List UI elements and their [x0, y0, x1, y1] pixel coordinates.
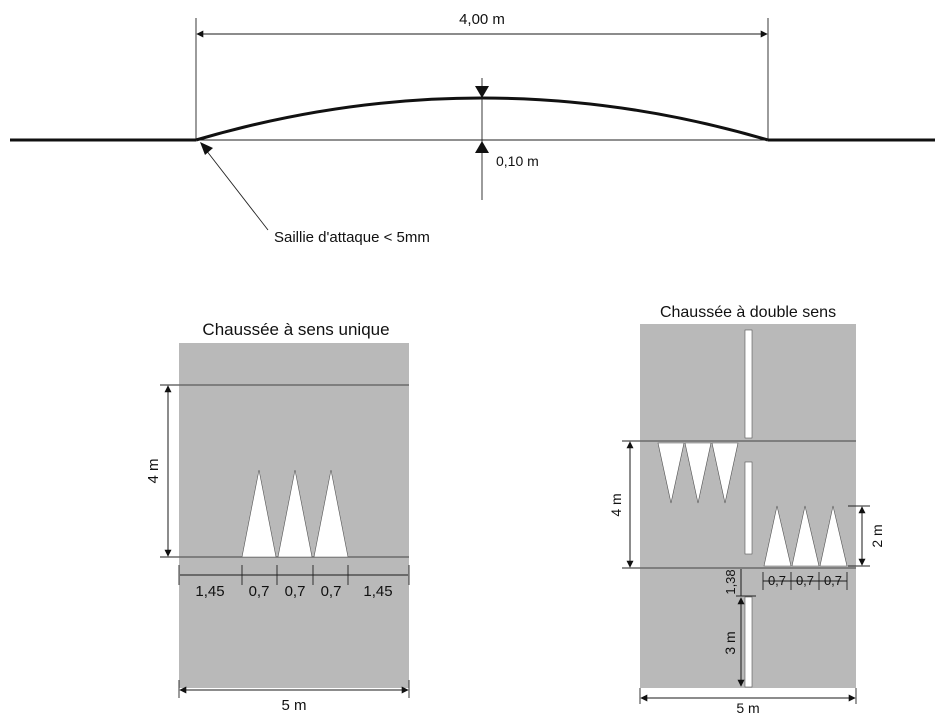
two-way-triangle-upper-2 [684, 442, 712, 504]
one-way-road-plan: Chaussée à sens unique 4 m 1,45 0,7 0,7 … [145, 320, 410, 714]
two-way-dash-label: 3 m [722, 631, 738, 654]
two-way-spacing-1: 0,7 [768, 573, 786, 588]
one-way-title: Chaussée à sens unique [202, 320, 389, 339]
two-way-triangle-lower-1 [763, 505, 792, 567]
two-way-road-plan: Chaussée à double sens 4 m 2 m 1,38 [608, 304, 885, 715]
leader-line [205, 149, 269, 231]
two-way-triangle-lower-2 [791, 505, 820, 567]
two-way-spacing-3: 0,7 [824, 573, 842, 588]
two-way-length-label: 4 m [608, 493, 624, 516]
two-way-triangle-upper-1 [657, 442, 685, 504]
one-way-spacing-1: 1,45 [195, 583, 224, 600]
center-dash-2 [744, 461, 753, 555]
one-way-triangle-1 [241, 469, 277, 558]
one-way-triangle-2 [277, 469, 313, 558]
two-way-width-label: 5 m [736, 700, 759, 715]
two-way-spacing-2: 0,7 [796, 573, 814, 588]
leader-arrow [200, 142, 213, 155]
one-way-spacing-3: 0,7 [285, 583, 306, 600]
height-label: 0,10 m [496, 153, 539, 169]
height-arrow-bottom [475, 141, 489, 153]
center-dash-3 [744, 596, 753, 688]
two-way-triangle-lower-3 [819, 505, 848, 567]
one-way-triangle-3 [313, 469, 349, 558]
one-way-spacing-5: 1,45 [363, 583, 392, 600]
two-way-triangle-upper-3 [711, 442, 739, 504]
one-way-width-label: 5 m [281, 697, 306, 714]
two-way-triangle-length-label: 2 m [869, 524, 885, 547]
hump-profile: 4,00 m 0,10 m Saillie d'attaque < 5mm [10, 11, 935, 246]
one-way-length-label: 4 m [145, 458, 162, 483]
two-way-gap-label: 1,38 [723, 569, 738, 594]
two-way-title: Chaussée à double sens [660, 304, 836, 321]
one-way-spacing-2: 0,7 [249, 583, 270, 600]
center-dash-1 [744, 329, 753, 439]
length-label: 4,00 m [459, 11, 505, 28]
one-way-spacing-4: 0,7 [321, 583, 342, 600]
height-arrow-top [475, 86, 489, 98]
leading-edge-note: Saillie d'attaque < 5mm [274, 229, 430, 246]
